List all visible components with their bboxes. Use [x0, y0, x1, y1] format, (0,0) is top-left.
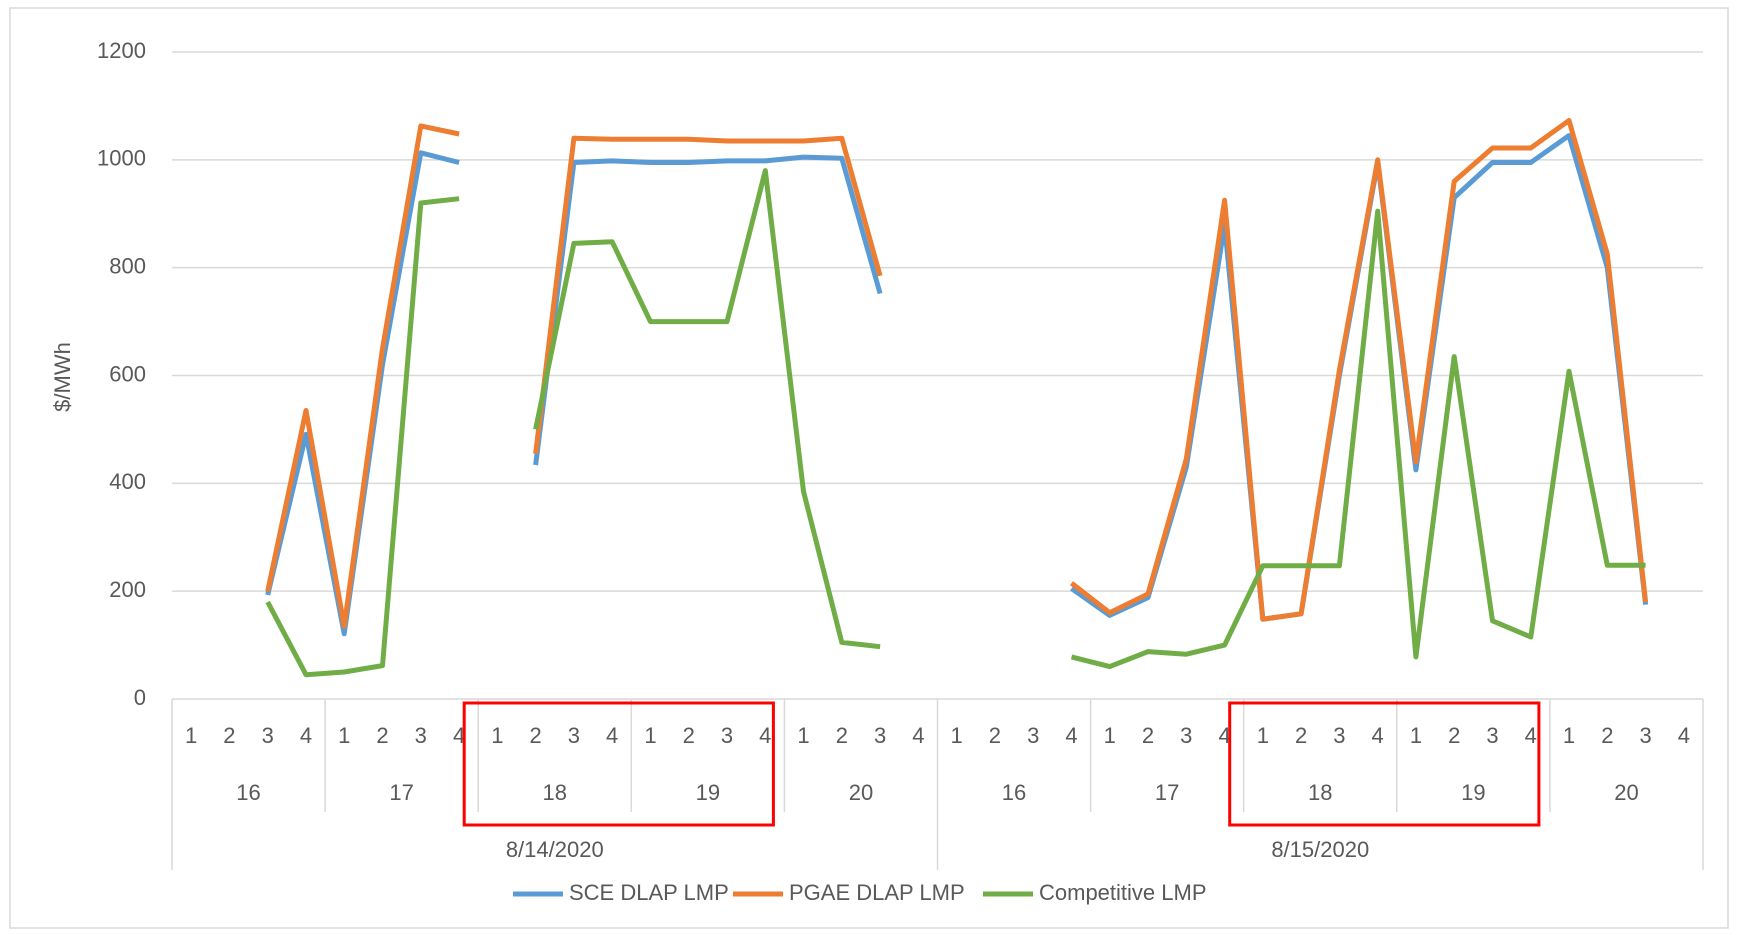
series-line: [265, 168, 1646, 678]
y-tick-label: 800: [109, 253, 146, 278]
x-tick-label: 2: [529, 723, 541, 748]
x-tick-label: 3: [874, 723, 886, 748]
x-tick-label: 3: [1180, 723, 1192, 748]
hour-label: 19: [1461, 780, 1485, 805]
x-tick-label: 4: [606, 723, 618, 748]
x-tick-label: 2: [836, 723, 848, 748]
y-tick-label: 1000: [97, 146, 146, 171]
x-tick-label: 1: [491, 723, 503, 748]
y-tick-label: 400: [109, 469, 146, 494]
x-tick-label: 3: [262, 723, 274, 748]
hour-label: 17: [1155, 780, 1179, 805]
x-tick-label: 4: [1218, 723, 1230, 748]
series-line: [265, 133, 1649, 637]
x-tick-label: 4: [759, 723, 771, 748]
highlight-box: [462, 701, 775, 827]
x-tick-label: 3: [1486, 723, 1498, 748]
x-tick-label: 4: [453, 723, 465, 748]
y-tick-label: 1200: [97, 38, 146, 63]
x-tick-label: 1: [185, 723, 197, 748]
x-tick-label: 3: [1027, 723, 1039, 748]
hour-label: 16: [1002, 780, 1026, 805]
highlight-box: [1228, 701, 1541, 827]
x-tick-label: 1: [797, 723, 809, 748]
legend-label: SCE DLAP LMP: [569, 880, 729, 905]
x-tick-label: 4: [300, 723, 312, 748]
x-tick-label: 1: [1104, 723, 1116, 748]
x-tick-label: 4: [1678, 723, 1690, 748]
x-tick-label: 1: [951, 723, 963, 748]
x-tick-label: 2: [1142, 723, 1154, 748]
x-tick-label: 2: [683, 723, 695, 748]
x-tick-label: 3: [1639, 723, 1651, 748]
x-tick-label: 1: [338, 723, 350, 748]
x-tick-label: 2: [376, 723, 388, 748]
y-tick-label: 600: [109, 361, 146, 386]
y-tick-label: 200: [109, 577, 146, 602]
x-tick-label: 1: [1257, 723, 1269, 748]
hour-label: 17: [389, 780, 413, 805]
x-tick-label: 3: [1333, 723, 1345, 748]
x-tick-label: 1: [1410, 723, 1422, 748]
hour-label: 20: [849, 780, 873, 805]
x-tick-label: 3: [721, 723, 733, 748]
legend-label: Competitive LMP: [1039, 880, 1207, 905]
x-tick-label: 2: [1601, 723, 1613, 748]
x-tick-label: 2: [989, 723, 1001, 748]
x-tick-label: 2: [1295, 723, 1307, 748]
x-tick-label: 2: [1448, 723, 1460, 748]
hour-label: 18: [1308, 780, 1332, 805]
hour-label: 18: [543, 780, 567, 805]
x-tick-label: 4: [1372, 723, 1384, 748]
y-axis-label: $/MWh: [50, 342, 75, 412]
series-line: [265, 118, 1649, 629]
legend-label: PGAE DLAP LMP: [789, 880, 965, 905]
hour-label: 16: [236, 780, 260, 805]
day-label: 8/14/2020: [506, 837, 604, 862]
day-label: 8/15/2020: [1271, 837, 1369, 862]
x-tick-label: 4: [912, 723, 924, 748]
x-tick-label: 4: [1065, 723, 1077, 748]
x-tick-label: 1: [1563, 723, 1575, 748]
x-tick-label: 4: [1525, 723, 1537, 748]
hour-label: 19: [696, 780, 720, 805]
x-tick-label: 1: [644, 723, 656, 748]
hour-label: 20: [1614, 780, 1638, 805]
x-tick-label: 2: [223, 723, 235, 748]
x-tick-label: 3: [568, 723, 580, 748]
x-tick-label: 3: [415, 723, 427, 748]
chart-frame: [9, 7, 1729, 929]
y-tick-label: 0: [134, 685, 146, 710]
